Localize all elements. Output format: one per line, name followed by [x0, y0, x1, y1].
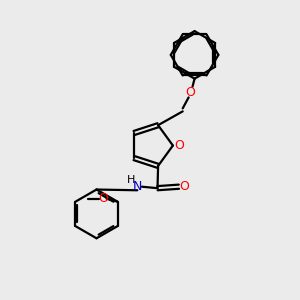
- Text: N: N: [133, 180, 142, 193]
- Text: O: O: [98, 192, 108, 205]
- Text: O: O: [185, 85, 195, 98]
- Text: O: O: [175, 139, 184, 152]
- Text: O: O: [179, 180, 189, 193]
- Text: H: H: [127, 175, 135, 185]
